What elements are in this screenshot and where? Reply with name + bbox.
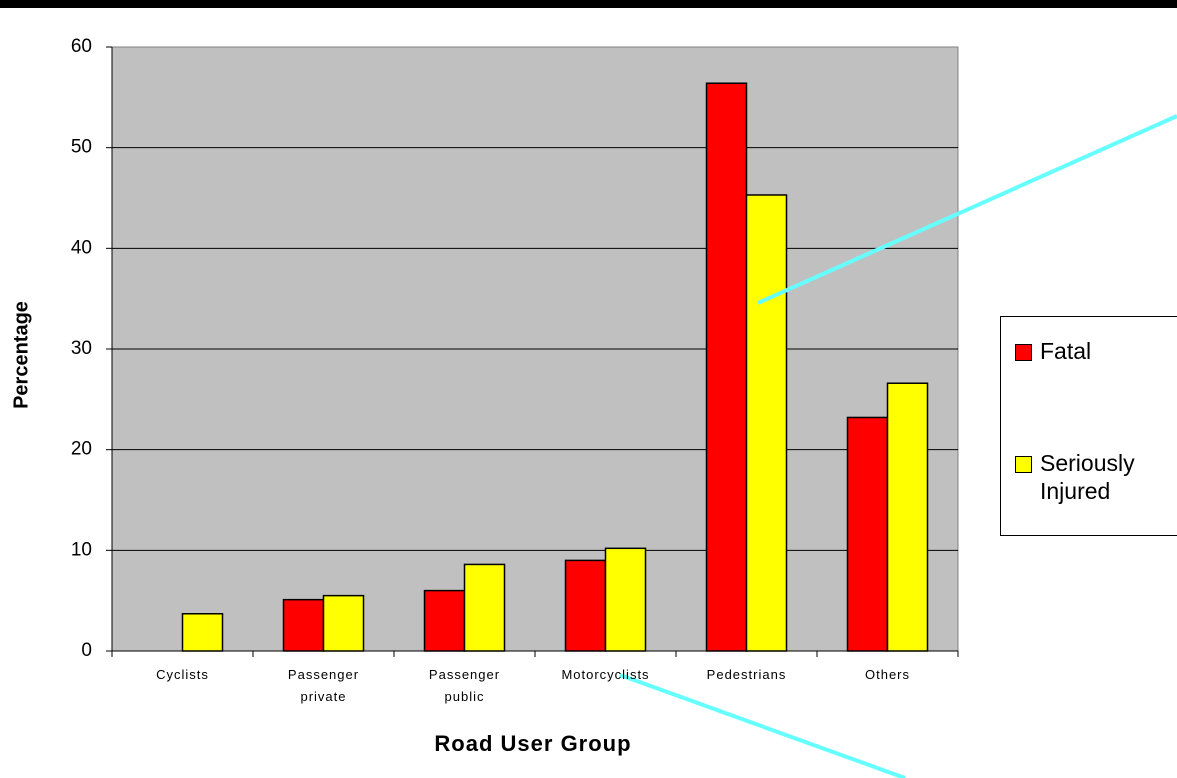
legend-swatch <box>1015 344 1032 361</box>
legend: Fatal Seriously Injured <box>1000 316 1177 536</box>
x-tick-label: Passenger public <box>428 667 501 704</box>
bar <box>463 563 506 652</box>
y-tick-label: 30 <box>71 338 92 359</box>
bar <box>846 416 889 652</box>
legend-label: Fatal <box>1040 338 1092 364</box>
bar <box>886 382 929 652</box>
x-tick-label: Others <box>864 667 910 682</box>
top-bar <box>0 0 1177 8</box>
x-tick-label: Pedestrians <box>706 667 787 682</box>
legend-label: Seriously Injured <box>1040 450 1135 504</box>
y-tick-label: 10 <box>71 539 92 560</box>
bar <box>282 598 325 652</box>
bar <box>423 589 466 652</box>
x-axis-title: Road User Group <box>434 731 631 756</box>
legend-item: Fatal <box>1015 337 1160 365</box>
bar <box>181 613 224 652</box>
y-tick-label: 60 <box>71 36 92 57</box>
y-tick-label: 0 <box>81 640 92 661</box>
y-axis-title: Percentage <box>10 301 32 409</box>
bar <box>322 594 365 652</box>
y-tick-label: 50 <box>71 137 92 158</box>
bar <box>745 194 788 652</box>
bar <box>604 547 647 652</box>
bar <box>705 82 748 652</box>
x-tick-label: Cyclists <box>156 667 209 682</box>
legend-swatch <box>1015 456 1032 473</box>
x-tick-label: Motorcyclists <box>561 667 650 682</box>
x-tick-label: Passenger private <box>287 667 360 704</box>
annotation-line <box>619 673 906 778</box>
bar <box>564 559 607 652</box>
y-tick-label: 20 <box>71 439 92 460</box>
marks <box>112 82 958 652</box>
legend-item: Seriously Injured <box>1015 449 1160 505</box>
annotation-line <box>757 114 1177 305</box>
y-tick-label: 40 <box>71 237 92 258</box>
